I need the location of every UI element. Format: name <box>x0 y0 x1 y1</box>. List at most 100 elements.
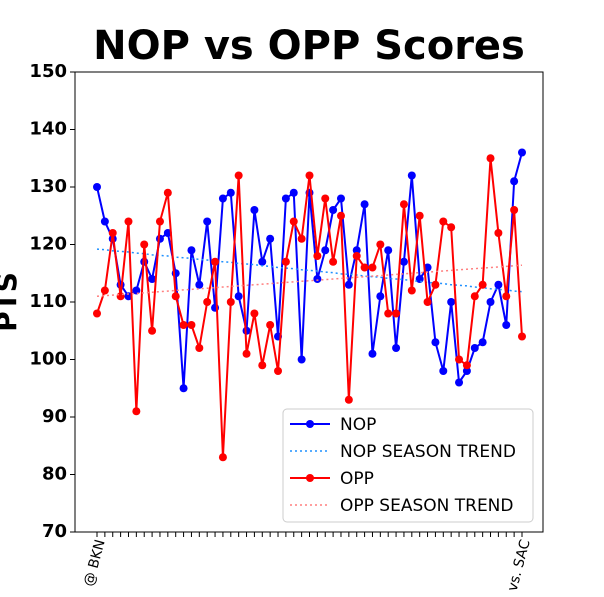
data-point <box>187 321 196 329</box>
data-point <box>352 252 361 260</box>
data-point <box>407 286 416 295</box>
data-point <box>439 367 448 375</box>
data-point <box>518 332 526 341</box>
data-point <box>399 200 408 209</box>
data-point <box>494 229 503 237</box>
data-point <box>455 355 464 364</box>
data-point <box>360 200 369 209</box>
data-point <box>148 326 157 335</box>
data-point <box>179 384 188 393</box>
data-point <box>399 257 408 266</box>
data-point <box>360 263 369 272</box>
data-point <box>250 309 259 318</box>
data-point <box>510 177 519 186</box>
data-point <box>163 188 172 197</box>
data-point <box>195 280 204 289</box>
chart-title: NOP vs OPP Scores <box>93 23 525 69</box>
data-point <box>329 206 338 214</box>
series-line <box>96 248 523 293</box>
data-point <box>510 206 519 214</box>
data-point <box>478 338 487 347</box>
y-tick-label: 110 <box>29 291 67 312</box>
data-point <box>242 349 251 358</box>
y-tick-label: 90 <box>42 406 67 427</box>
data-point <box>140 240 149 249</box>
data-point <box>423 298 432 306</box>
data-point <box>447 223 456 232</box>
data-point <box>502 321 511 329</box>
data-point <box>502 292 511 301</box>
data-point <box>313 275 322 283</box>
data-point <box>258 361 267 370</box>
y-tick-label: 100 <box>29 349 67 370</box>
y-tick-label: 150 <box>29 61 67 82</box>
data-point <box>281 257 290 266</box>
data-point <box>486 154 495 163</box>
data-point <box>447 298 456 306</box>
data-point <box>336 211 345 220</box>
data-point <box>93 309 101 318</box>
data-point <box>124 292 133 301</box>
data-point <box>116 292 125 301</box>
data-point <box>462 367 471 375</box>
data-point <box>439 217 448 226</box>
data-point <box>195 344 204 352</box>
data-point <box>352 246 361 255</box>
legend-marker <box>306 474 314 482</box>
data-point <box>266 234 275 243</box>
data-point <box>148 275 157 283</box>
data-point <box>234 292 243 301</box>
data-point <box>108 229 117 237</box>
data-point <box>470 344 479 352</box>
data-point <box>462 361 471 370</box>
data-point <box>226 298 235 306</box>
x-tick-label: @ BKN <box>81 538 109 588</box>
y-tick-label: 80 <box>42 464 67 485</box>
data-point <box>171 292 180 301</box>
data-point <box>100 217 109 226</box>
y-tick-label: 120 <box>29 234 67 255</box>
data-point <box>100 286 109 295</box>
data-point <box>187 246 196 255</box>
legend-label: NOP SEASON TREND <box>340 442 516 462</box>
data-point <box>368 263 377 272</box>
data-point <box>431 280 440 289</box>
data-point <box>218 194 227 203</box>
data-point <box>305 171 314 180</box>
data-point <box>179 321 188 329</box>
data-point <box>384 309 393 318</box>
data-point <box>407 171 416 180</box>
legend-marker <box>306 420 314 428</box>
data-point <box>376 240 385 249</box>
data-point <box>93 183 101 191</box>
data-point <box>226 188 235 197</box>
legend-label: OPP <box>340 469 374 489</box>
data-point <box>281 194 290 203</box>
data-point <box>124 217 133 226</box>
y-tick-label: 130 <box>29 176 67 197</box>
y-tick-label: 140 <box>29 119 67 140</box>
data-point <box>321 194 330 203</box>
data-point <box>494 280 503 289</box>
data-point <box>218 453 227 462</box>
data-point <box>274 367 283 375</box>
data-point <box>313 252 322 260</box>
data-point <box>384 246 393 255</box>
data-point <box>392 309 401 318</box>
data-point <box>455 378 464 387</box>
data-point <box>289 217 298 226</box>
data-point <box>297 234 306 243</box>
y-axis-label: PTS <box>0 272 23 332</box>
legend-box <box>282 408 534 523</box>
data-point <box>415 211 424 220</box>
data-point <box>258 257 267 266</box>
data-point <box>211 257 220 266</box>
legend-label: OPP SEASON TREND <box>340 496 514 516</box>
data-point <box>478 280 487 289</box>
data-point <box>250 206 259 214</box>
data-point <box>297 355 306 364</box>
y-tick-label: 70 <box>42 521 67 542</box>
data-point <box>470 292 479 301</box>
data-point <box>344 395 353 404</box>
